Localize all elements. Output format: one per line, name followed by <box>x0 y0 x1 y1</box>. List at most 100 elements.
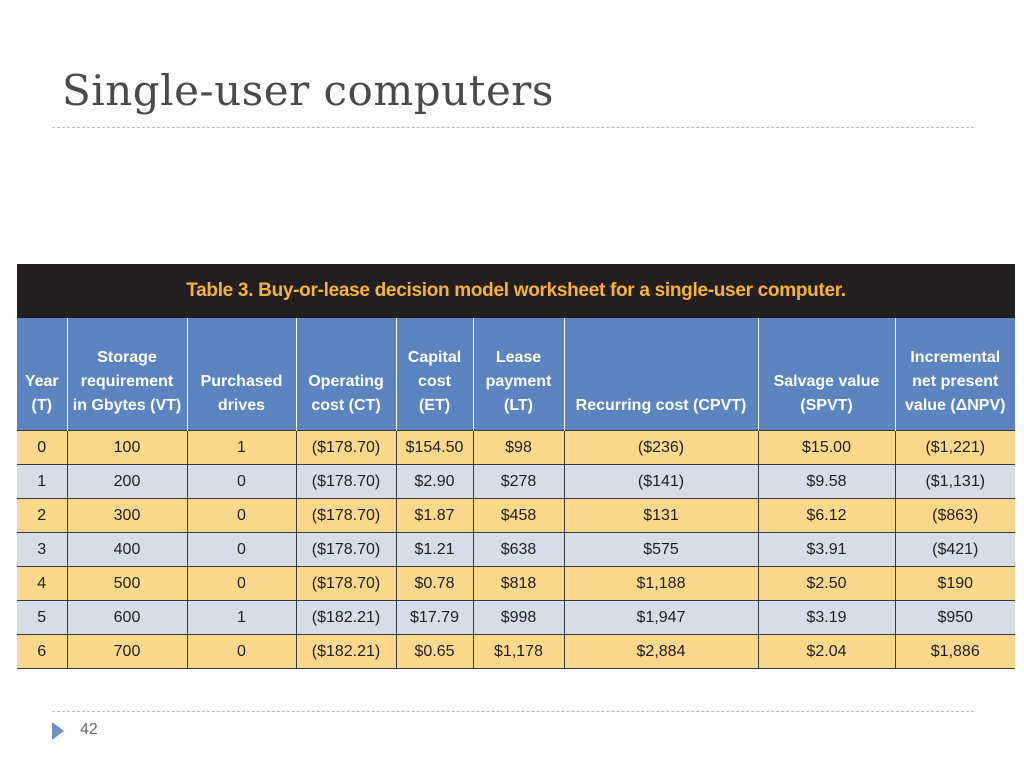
column-header: Incremental net present value (ΔNPV) <box>894 318 1015 431</box>
table-cell: $1.21 <box>395 532 473 567</box>
table-cell: $1,188 <box>563 566 758 601</box>
column-header: Lease payment (LT) <box>472 318 564 431</box>
column-header-line: value (ΔNPV) <box>905 397 1006 414</box>
worksheet-table: Year (T) Storage requirement in Gbytes (VT) P… <box>17 318 1015 669</box>
table-cell: ($178.70) <box>295 430 396 465</box>
page-number: 42 <box>80 721 98 738</box>
table-cell: 2 <box>17 498 67 533</box>
table-cell: $818 <box>472 566 564 601</box>
column-header-line: Recurring cost (CPVT) <box>575 397 747 414</box>
table-cell: $458 <box>472 498 564 533</box>
column-header-line: Operating <box>308 373 384 390</box>
column-header-line: (ET) <box>418 397 451 414</box>
arrow-right-icon <box>52 722 64 740</box>
table-cell: $6.12 <box>757 498 895 533</box>
table-cell: 0 <box>186 532 296 567</box>
table-cell: $2,884 <box>563 634 758 669</box>
column-header-line: (LT) <box>503 397 533 414</box>
table-cell: ($178.70) <box>295 532 396 567</box>
table-cell: ($141) <box>563 464 758 499</box>
table-cell: $0.78 <box>395 566 473 601</box>
table-cell: 400 <box>66 532 187 567</box>
table-cell: $575 <box>563 532 758 567</box>
table-row: 5 600 1 ($182.21) $17.79 $998 $1,947 $3.19 $950 <box>17 600 1015 635</box>
column-header-line: Lease <box>495 349 542 366</box>
table-cell: $190 <box>894 566 1015 601</box>
table-cell: $2.90 <box>395 464 473 499</box>
table-cell: $17.79 <box>395 600 473 635</box>
table-cell: $3.19 <box>757 600 895 635</box>
table-body: 0 100 1 ($178.70) $154.50 $98 ($236) $15.00 ($1,… <box>17 430 1015 669</box>
column-header-line: drives <box>217 397 266 414</box>
column-header-line: requirement <box>80 373 174 390</box>
table-cell: 3 <box>17 532 67 567</box>
table-cell: ($863) <box>894 498 1015 533</box>
table-cell: ($421) <box>894 532 1015 567</box>
column-header: Purchased drives <box>186 318 296 431</box>
table-row: 1 200 0 ($178.70) $2.90 $278 ($141) $9.58 ($1,13… <box>17 464 1015 499</box>
table-cell: 0 <box>17 430 67 465</box>
table-cell: ($1,131) <box>894 464 1015 499</box>
table-cell: $2.04 <box>757 634 895 669</box>
table-cell: 0 <box>186 566 296 601</box>
table-cell: $131 <box>563 498 758 533</box>
column-header: Salvage value (SPVT) <box>757 318 895 431</box>
table-caption: Table 3. Buy-or-lease decision model wor… <box>17 264 1015 318</box>
table-cell: ($236) <box>563 430 758 465</box>
table-cell: $0.65 <box>395 634 473 669</box>
column-header-line: Salvage value <box>773 373 880 390</box>
column-header-line: cost (CT) <box>311 397 381 414</box>
table-row: 2 300 0 ($178.70) $1.87 $458 $131 $6.12 ($863) <box>17 498 1015 533</box>
table-cell: $1,947 <box>563 600 758 635</box>
table-cell: $3.91 <box>757 532 895 567</box>
table-cell: ($182.21) <box>295 600 396 635</box>
table-cell: 0 <box>186 498 296 533</box>
column-header-line: Year <box>24 373 59 390</box>
table-cell: 700 <box>66 634 187 669</box>
table-cell: $950 <box>894 600 1015 635</box>
column-header-line: Incremental <box>910 349 1001 366</box>
table-row: 3 400 0 ($178.70) $1.21 $638 $575 $3.91 ($421) <box>17 532 1015 567</box>
table-cell: 5 <box>17 600 67 635</box>
table-header-row: Year (T) Storage requirement in Gbytes (VT) P… <box>17 318 1015 431</box>
table-cell: 100 <box>66 430 187 465</box>
table-cell: $15.00 <box>757 430 895 465</box>
table-cell: 600 <box>66 600 187 635</box>
table-cell: ($1,221) <box>894 430 1015 465</box>
table-cell: 1 <box>186 430 296 465</box>
table-cell: $1.87 <box>395 498 473 533</box>
table-cell: $638 <box>472 532 564 567</box>
table-cell: $1,886 <box>894 634 1015 669</box>
table-cell: ($178.70) <box>295 566 396 601</box>
slide-title: Single-user computers <box>62 66 554 115</box>
column-header-line: in Gbytes (VT) <box>72 397 182 414</box>
column-header-line: (SPVT) <box>800 397 853 414</box>
table-cell: 1 <box>186 600 296 635</box>
table-cell: 300 <box>66 498 187 533</box>
column-header-line: payment <box>485 373 552 390</box>
table-row: 0 100 1 ($178.70) $154.50 $98 ($236) $15.00 ($1,… <box>17 430 1015 465</box>
column-header: Recurring cost (CPVT) <box>563 318 758 431</box>
table-cell: 0 <box>186 634 296 669</box>
table-cell: $98 <box>472 430 564 465</box>
table-cell: 200 <box>66 464 187 499</box>
table-cell: 4 <box>17 566 67 601</box>
footer-divider <box>52 711 974 712</box>
table-cell: $1,178 <box>472 634 564 669</box>
table-row: 4 500 0 ($178.70) $0.78 $818 $1,188 $2.50 $190 <box>17 566 1015 601</box>
column-header: Storage requirement in Gbytes (VT) <box>66 318 187 431</box>
table-cell: $278 <box>472 464 564 499</box>
table-cell: 6 <box>17 634 67 669</box>
table-cell: $998 <box>472 600 564 635</box>
worksheet-table-figure: Table 3. Buy-or-lease decision model wor… <box>17 264 1015 669</box>
column-header: Year (T) <box>17 318 67 431</box>
column-header: Capital cost (ET) <box>395 318 473 431</box>
table-cell: 1 <box>17 464 67 499</box>
column-header-line: Capital <box>407 349 462 366</box>
table-cell: ($178.70) <box>295 464 396 499</box>
column-header-line: (T) <box>31 397 52 414</box>
title-divider <box>52 127 974 128</box>
column-header-line: Purchased <box>200 373 283 390</box>
table-cell: ($182.21) <box>295 634 396 669</box>
column-header: Operating cost (CT) <box>295 318 396 431</box>
